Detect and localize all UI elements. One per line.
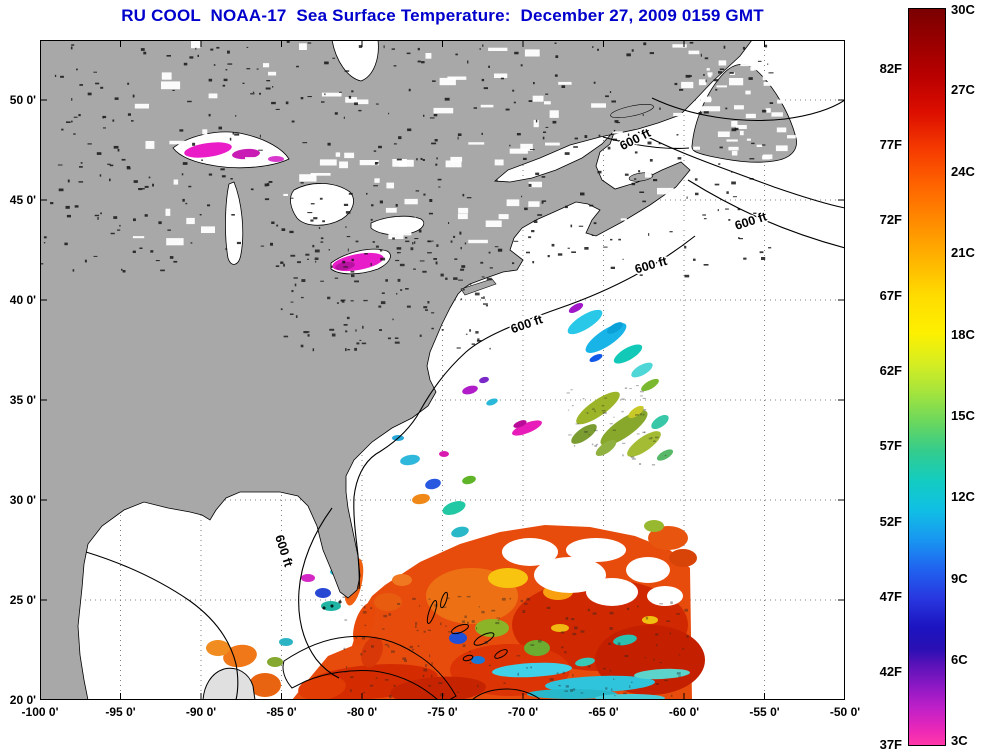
colorbar-celsius-label: 9C — [951, 571, 968, 586]
x-axis-tick-label: -75 0' — [427, 705, 458, 719]
lake-huron — [290, 183, 354, 226]
island-outline-layer — [202, 591, 542, 700]
long-island — [460, 278, 497, 296]
colorbar-celsius-label: 12C — [951, 489, 975, 504]
y-axis-tick-label: 35 0' — [9, 393, 36, 407]
anticosti-island — [610, 104, 654, 118]
colorbar-fahrenheit-label: 72F — [879, 212, 902, 227]
x-axis-tick-label: -90 0' — [185, 705, 217, 719]
colorbar-celsius-label: 15C — [951, 408, 975, 423]
bahamas-outline — [462, 654, 474, 662]
map-canvas: 600 ft 600 ft 600 ft 600 ft 600 ft — [40, 40, 845, 700]
map-border — [40, 40, 845, 700]
bahamas-outline — [426, 600, 438, 624]
y-axis-tick-label: 20 0' — [9, 693, 36, 707]
x-axis-tick-label: -50 0' — [829, 705, 861, 719]
y-axis-tick-label: 25 0' — [9, 593, 36, 607]
lake-superior — [172, 131, 290, 169]
hispaniola-outline — [471, 688, 542, 700]
colorbar-fahrenheit-label: 47F — [879, 589, 902, 604]
bahamas-outline — [494, 649, 508, 659]
x-axis-tick-label: -95 0' — [105, 705, 136, 719]
colorbar-fahrenheit-label: 57F — [879, 438, 902, 453]
x-axis-tick-label: -60 0' — [668, 705, 700, 719]
x-axis-tick-label: -80 0' — [346, 705, 378, 719]
axis-ticks — [40, 40, 845, 700]
x-axis-tick-label: -100 0' — [21, 705, 59, 719]
colorbar-fahrenheit-label: 37F — [879, 737, 902, 752]
north-america-landmass — [40, 40, 753, 700]
bahamas-outline — [451, 623, 469, 635]
florida-keys — [330, 604, 334, 608]
florida-keys — [338, 600, 342, 604]
land-layer — [40, 40, 797, 700]
florida-keys — [322, 606, 326, 610]
colorbar-celsius-label: 27C — [951, 82, 975, 97]
x-axis-tick-label: -55 0' — [749, 705, 780, 719]
y-axis-tick-label: 30 0' — [9, 493, 36, 507]
colorbar-celsius-label: 18C — [951, 327, 975, 342]
colorbar-celsius-label: 24C — [951, 164, 975, 179]
newfoundland — [691, 63, 797, 163]
lake-sst-layer — [184, 142, 384, 272]
colorbar-fahrenheit-label: 52F — [879, 514, 902, 529]
colorbar-celsius-label: 21C — [951, 245, 975, 260]
colorbar-celsius-label: 30C — [951, 2, 975, 17]
y-axis-tick-label: 45 0' — [9, 193, 36, 207]
x-axis-tick-label: -85 0' — [266, 705, 297, 719]
y-axis-tick-label: 50 0' — [9, 93, 36, 107]
cuba-outline — [282, 635, 457, 700]
colorbar-celsius-label: 6C — [951, 652, 968, 667]
sst-data-layer — [206, 302, 705, 700]
bahamas-outline — [440, 591, 448, 609]
contour-layer — [85, 97, 845, 700]
cloud-speckle-layer — [40, 40, 797, 698]
x-axis-tick-label: -70 0' — [507, 705, 539, 719]
colorbar-fahrenheit-label: 42F — [879, 664, 902, 679]
colorbar-fahrenheit-label: 77F — [879, 137, 902, 152]
lakes-layer — [172, 40, 425, 275]
y-axis-tick-label: 40 0' — [9, 293, 36, 307]
yucatan-outline — [202, 667, 256, 700]
colorbar-fahrenheit-label: 62F — [879, 363, 902, 378]
colorbar-celsius-label: 3C — [951, 733, 968, 748]
bahamas-outline — [473, 632, 495, 646]
colorbar-fahrenheit-label: 67F — [879, 288, 902, 303]
colorbar-gradient — [908, 8, 946, 746]
figure-title: RU COOL NOAA-17 Sea Surface Temperature:… — [121, 6, 764, 25]
colorbar-fahrenheit-label: 82F — [879, 61, 902, 76]
x-axis-tick-label: -65 0' — [588, 705, 619, 719]
